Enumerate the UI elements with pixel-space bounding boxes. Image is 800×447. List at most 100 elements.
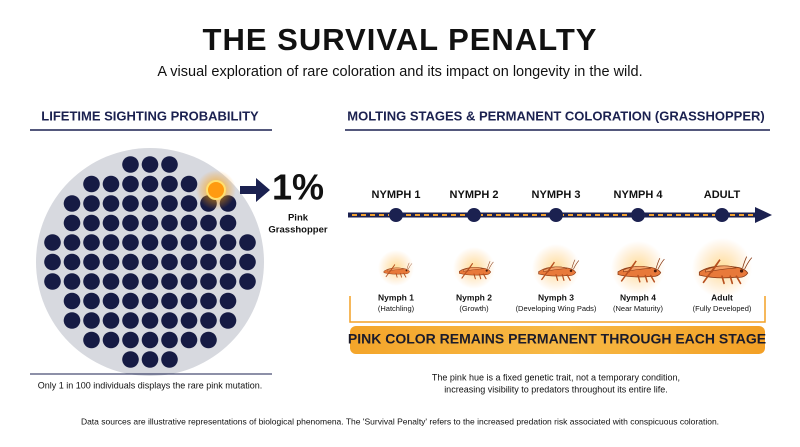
dot [200,292,217,310]
dot [122,156,139,173]
stage-node [549,208,563,222]
subtitle: A visual exploration of rare coloration … [157,64,642,80]
dot [180,292,198,310]
dot-grid [44,156,256,368]
dot [200,273,217,290]
dot [161,331,178,349]
dot [141,312,159,329]
dot [102,214,120,232]
dot [102,331,120,349]
dot [141,175,159,193]
dot [141,351,159,368]
stage-name: Adult [711,292,733,302]
dot [141,234,159,251]
dot [161,253,178,271]
stage-node [631,208,645,222]
dot [122,312,139,329]
stat-label: Pink [288,213,309,224]
dot [63,312,81,329]
dot [83,273,100,290]
banner-text: PINK COLOR REMAINS PERMANENT THROUGH EAC… [348,331,766,347]
stage-detail: (Near Maturity) [613,304,664,313]
dot [200,331,217,349]
dot [63,195,81,212]
dot [141,331,159,349]
dot [180,175,198,193]
right-caption: The pink hue is a fixed genetic trait, n… [432,372,680,382]
bracket [349,296,766,323]
dot [102,175,120,193]
title: THE SURVIVAL PENALTY [203,22,598,57]
dot [83,312,100,329]
dot [141,273,159,290]
dot [122,351,139,368]
dot [122,253,139,271]
arrow [240,178,270,202]
dot [180,253,198,271]
stage-detail: (Fully Developed) [693,304,752,313]
dot [141,195,159,212]
dot [200,253,217,271]
stage-node [715,208,729,222]
dot [200,234,217,251]
stages: NYMPH 1 Nymph 1 (Hatchling) NYMPH 2 Nymph 2 (… [372,189,753,313]
dot [102,234,120,251]
dot [122,292,139,310]
dot [180,234,198,251]
stage-label: ADULT [704,189,741,201]
dot [102,195,120,212]
dot [180,312,198,329]
dot [141,253,159,271]
dot [122,175,139,193]
dot [161,234,178,251]
dot [141,156,159,173]
dot [219,214,237,232]
dot [122,195,139,212]
stage-node [467,208,481,222]
dot [161,156,178,173]
dot [219,292,237,310]
dot [63,253,81,271]
pink-dot [206,180,226,200]
dot [83,195,100,212]
footer: Data sources are illustrative representa… [81,416,719,426]
left-caption: Only 1 in 100 individuals displays the r… [38,380,263,390]
stat-label: Grasshopper [268,225,327,236]
dot [83,331,100,349]
dot [239,234,256,251]
dot [239,273,256,290]
dot [161,175,178,193]
dot [102,273,120,290]
dot [141,214,159,232]
stat: 1% [272,167,324,208]
dot [63,214,81,232]
dot [102,292,120,310]
stage-label: NYMPH 1 [372,189,421,201]
dot [44,273,61,290]
stage-node [389,208,403,222]
dot [219,312,237,329]
dot [161,214,178,232]
right-caption: increasing visibility to predators throu… [444,384,668,394]
dot [180,331,198,349]
dot [122,331,139,349]
stage-detail: (Developing Wing Pads) [516,304,597,313]
dot [44,253,61,271]
dot [219,253,237,271]
dot [161,195,178,212]
dot [161,273,178,290]
stage-detail: (Growth) [459,304,489,313]
dot [200,312,217,329]
dot [180,214,198,232]
dot [200,214,217,232]
dot [161,351,178,368]
stage-name: Nymph 4 [620,292,656,302]
dot [83,234,100,251]
dot [122,234,139,251]
dot [102,253,120,271]
right-heading: MOLTING STAGES & PERMANENT COLORATION (G… [347,108,764,123]
left-heading: LIFETIME SIGHTING PROBABILITY [41,108,259,123]
dot [122,273,139,290]
dot [44,234,61,251]
